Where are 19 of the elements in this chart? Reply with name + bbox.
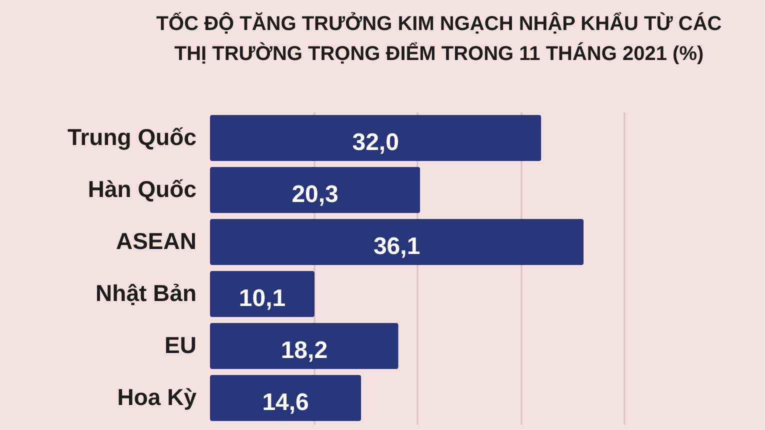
bar	[210, 375, 362, 421]
data-label: 20,3	[292, 181, 338, 208]
y-tick-label: Hoa Kỳ	[117, 384, 197, 410]
y-tick-label: ASEAN	[116, 228, 196, 254]
y-tick-label: Hàn Quốc	[88, 176, 197, 202]
data-label: 14,6	[262, 389, 309, 416]
chart-title: TỐC ĐỘ TĂNG TRƯỞNG KIM NGẠCH NHẬP KHẨU TỪ CÁC THỊ TRƯỜNG TRỌNG ĐIỂM TRONG 11 THÁNG 2021 (%)	[156, 12, 722, 65]
data-label: 18,2	[280, 337, 328, 364]
bar	[210, 115, 542, 161]
y-tick-label: Trung Quốc	[67, 124, 197, 150]
data-label: 32,0	[352, 129, 399, 156]
y-tick-label: Nhật Bản	[96, 280, 196, 306]
bar	[210, 323, 398, 369]
bar	[210, 271, 315, 317]
bar	[210, 167, 420, 213]
y-tick-label: EU	[164, 332, 196, 358]
data-label: 36,1	[373, 233, 420, 260]
bar	[210, 219, 584, 265]
data-label: 10,1	[238, 285, 286, 312]
